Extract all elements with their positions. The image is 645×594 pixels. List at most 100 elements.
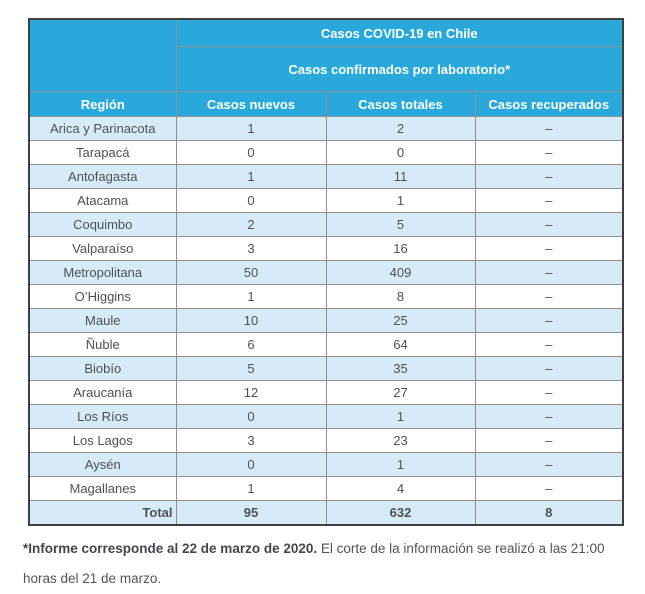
table-row: Atacama 0 1–	[28, 188, 624, 213]
table-row: Aysén 0 1–	[28, 452, 624, 477]
value-cell: 1	[175, 116, 327, 141]
value-cell: –	[474, 380, 624, 405]
table-row: Metropolitana 50 409–	[28, 260, 624, 285]
value-cell: –	[474, 428, 624, 453]
value-cell: 12	[175, 380, 327, 405]
value-cell: –	[474, 476, 624, 501]
total-casos-totales: 632	[325, 500, 476, 526]
region-cell: Metropolitana	[28, 260, 177, 285]
value-cell: –	[474, 332, 624, 357]
value-cell: 4	[325, 476, 476, 501]
table-header: Casos COVID-19 en Chile Casos confirmado…	[28, 18, 624, 117]
value-cell: 1	[175, 476, 327, 501]
column-header-casos-totales: Casos totales	[325, 91, 476, 117]
region-cell: Aysén	[28, 452, 177, 477]
value-cell: 50	[175, 260, 327, 285]
value-cell: 0	[175, 452, 327, 477]
region-cell: Magallanes	[28, 476, 177, 501]
value-cell: –	[474, 260, 624, 285]
value-cell: 409	[325, 260, 476, 285]
table-row: Antofagasta 1 11–	[28, 164, 624, 189]
value-cell: –	[474, 116, 624, 141]
region-cell: Arica y Parinacota	[28, 116, 177, 141]
footnote-date: *Informe corresponde al 22 de marzo de 2…	[23, 541, 318, 556]
region-cell: Ñuble	[28, 332, 177, 357]
region-cell: Los Lagos	[28, 428, 177, 453]
value-cell: 10	[175, 308, 327, 333]
table-row: Valparaíso 3 16–	[28, 236, 624, 261]
covid-cases-table: Casos COVID-19 en Chile Casos confirmado…	[28, 18, 625, 526]
region-cell: Los Ríos	[28, 404, 177, 429]
value-cell: 64	[325, 332, 476, 357]
value-cell: –	[474, 188, 624, 213]
table-row: Coquimbo 2 5–	[28, 212, 624, 237]
table-row: Ñuble 6 64–	[28, 332, 624, 357]
table-row: Los Lagos 3 23–	[28, 428, 624, 453]
value-cell: –	[474, 164, 624, 189]
total-casos-recuperados: 8	[474, 500, 624, 526]
footnote: *Informe corresponde al 22 de marzo de 2…	[23, 534, 623, 594]
value-cell: 0	[175, 404, 327, 429]
region-cell: Tarapacá	[28, 140, 177, 165]
table-title: Casos COVID-19 en Chile	[175, 18, 624, 47]
total-casos-nuevos: 95	[175, 500, 327, 526]
table-row: Magallanes 1 4–	[28, 476, 624, 501]
value-cell: 1	[325, 188, 476, 213]
column-header-casos-recuperados: Casos recuperados	[474, 91, 624, 117]
value-cell: 5	[175, 356, 327, 381]
value-cell: 5	[325, 212, 476, 237]
value-cell: –	[474, 356, 624, 381]
table-row: Los Ríos 0 1–	[28, 404, 624, 429]
value-cell: –	[474, 284, 624, 309]
subtitle-row: Casos confirmados por laboratorio*	[29, 46, 624, 92]
value-cell: 1	[175, 284, 327, 309]
value-cell: –	[474, 212, 624, 237]
value-cell: 3	[175, 236, 327, 261]
value-cell: 3	[175, 428, 327, 453]
table-body: Arica y Parinacota 1 2– Tarapacá 0 0– Antofaga…	[28, 116, 624, 501]
region-cell: Atacama	[28, 188, 177, 213]
total-label: Total	[28, 500, 177, 526]
value-cell: 2	[175, 212, 327, 237]
value-cell: 23	[325, 428, 476, 453]
table-row: Tarapacá 0 0–	[28, 140, 624, 165]
region-cell: Maule	[28, 308, 177, 333]
value-cell: –	[474, 236, 624, 261]
region-cell: O’Higgins	[28, 284, 177, 309]
value-cell: 16	[325, 236, 476, 261]
value-cell: 0	[175, 188, 327, 213]
table-subtitle: Casos confirmados por laboratorio*	[175, 46, 624, 92]
table-row: Arica y Parinacota 1 2–	[28, 116, 624, 141]
value-cell: 1	[175, 164, 327, 189]
value-cell: 2	[325, 116, 476, 141]
table-row: Biobío 5 35–	[28, 356, 624, 381]
corner-cell	[28, 18, 177, 92]
value-cell: –	[474, 140, 624, 165]
value-cell: 0	[325, 140, 476, 165]
page: Casos COVID-19 en Chile Casos confirmado…	[23, 18, 625, 586]
title-row: Casos COVID-19 en Chile	[28, 18, 624, 92]
value-cell: 0	[175, 140, 327, 165]
column-header-casos-nuevos: Casos nuevos	[175, 91, 327, 117]
table-row: O’Higgins 1 8–	[28, 284, 624, 309]
value-cell: –	[474, 404, 624, 429]
region-cell: Araucanía	[28, 380, 177, 405]
value-cell: –	[474, 308, 624, 333]
value-cell: 1	[325, 452, 476, 477]
column-header-row: Región Casos nuevos Casos totales Casos …	[28, 91, 624, 117]
total-row: Total 95 632 8	[28, 500, 624, 526]
table-footer: Total 95 632 8	[28, 500, 624, 526]
value-cell: 11	[325, 164, 476, 189]
table-row: Maule 10 25–	[28, 308, 624, 333]
value-cell: 27	[325, 380, 476, 405]
value-cell: –	[474, 452, 624, 477]
value-cell: 25	[325, 308, 476, 333]
region-cell: Biobío	[28, 356, 177, 381]
value-cell: 8	[325, 284, 476, 309]
region-cell: Antofagasta	[28, 164, 177, 189]
value-cell: 35	[325, 356, 476, 381]
value-cell: 6	[175, 332, 327, 357]
column-header-region: Región	[28, 91, 177, 117]
value-cell: 1	[325, 404, 476, 429]
region-cell: Valparaíso	[28, 236, 177, 261]
